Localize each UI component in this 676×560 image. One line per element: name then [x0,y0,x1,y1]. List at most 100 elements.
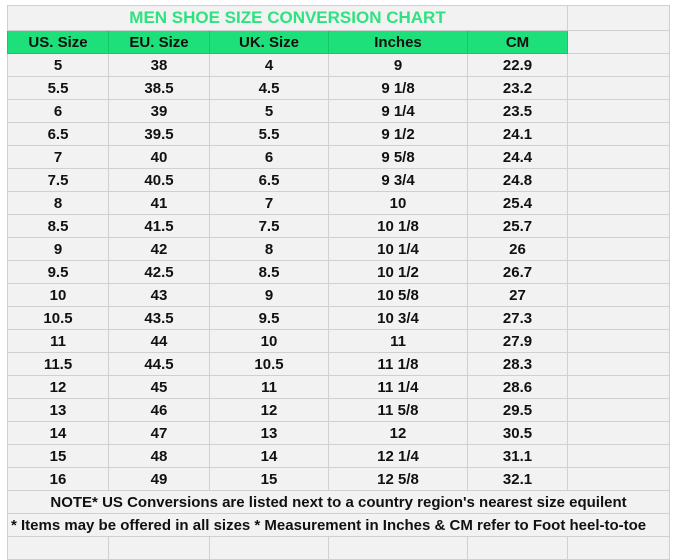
header-eu-size[interactable]: EU. Size [108,30,210,54]
cell-us-size[interactable]: 9 [7,237,109,261]
empty-cell[interactable] [567,375,670,399]
cell-inches[interactable]: 11 5/8 [328,398,468,422]
cell-uk-size[interactable]: 9 [209,283,329,307]
cell-uk-size[interactable]: 15 [209,467,329,491]
cell-cm[interactable]: 26 [467,237,568,261]
cell-cm[interactable]: 24.8 [467,168,568,192]
cell-cm[interactable]: 26.7 [467,260,568,284]
cell-cm[interactable]: 27.3 [467,306,568,330]
cell-inches[interactable]: 11 [328,329,468,353]
cell-eu-size[interactable]: 42.5 [108,260,210,284]
empty-cell[interactable] [467,536,568,560]
cell-uk-size[interactable]: 5.5 [209,122,329,146]
header-cm[interactable]: CM [467,30,568,54]
cell-us-size[interactable]: 5.5 [7,76,109,100]
cell-us-size[interactable]: 16 [7,467,109,491]
cell-inches[interactable]: 10 1/2 [328,260,468,284]
cell-eu-size[interactable]: 45 [108,375,210,399]
cell-inches[interactable]: 9 1/8 [328,76,468,100]
cell-eu-size[interactable]: 47 [108,421,210,445]
empty-cell[interactable] [567,237,670,261]
cell-uk-size[interactable]: 11 [209,375,329,399]
cell-cm[interactable]: 24.4 [467,145,568,169]
cell-uk-size[interactable]: 7 [209,191,329,215]
empty-cell[interactable] [7,536,109,560]
cell-uk-size[interactable]: 4 [209,53,329,77]
cell-cm[interactable]: 27 [467,283,568,307]
cell-us-size[interactable]: 10.5 [7,306,109,330]
cell-cm[interactable]: 28.6 [467,375,568,399]
cell-eu-size[interactable]: 43 [108,283,210,307]
cell-uk-size[interactable]: 13 [209,421,329,445]
empty-cell[interactable] [567,306,670,330]
empty-cell[interactable] [209,536,329,560]
cell-cm[interactable]: 25.7 [467,214,568,238]
empty-cell[interactable] [108,536,210,560]
cell-us-size[interactable]: 9.5 [7,260,109,284]
cell-inches[interactable]: 10 1/4 [328,237,468,261]
cell-inches[interactable]: 10 1/8 [328,214,468,238]
cell-us-size[interactable]: 6 [7,99,109,123]
cell-eu-size[interactable]: 49 [108,467,210,491]
cell-us-size[interactable]: 15 [7,444,109,468]
cell-us-size[interactable]: 7 [7,145,109,169]
cell-cm[interactable]: 29.5 [467,398,568,422]
cell-inches[interactable]: 11 1/4 [328,375,468,399]
cell-us-size[interactable]: 13 [7,398,109,422]
cell-eu-size[interactable]: 44 [108,329,210,353]
cell-eu-size[interactable]: 46 [108,398,210,422]
cell-cm[interactable]: 24.1 [467,122,568,146]
empty-cell[interactable] [567,99,670,123]
cell-inches[interactable]: 9 5/8 [328,145,468,169]
cell-cm[interactable]: 22.9 [467,53,568,77]
cell-inches[interactable]: 9 [328,53,468,77]
cell-us-size[interactable]: 12 [7,375,109,399]
cell-uk-size[interactable]: 7.5 [209,214,329,238]
cell-eu-size[interactable]: 40 [108,145,210,169]
cell-inches[interactable]: 10 3/4 [328,306,468,330]
empty-cell[interactable] [567,536,670,560]
empty-cell[interactable] [567,260,670,284]
cell-us-size[interactable]: 5 [7,53,109,77]
cell-us-size[interactable]: 11.5 [7,352,109,376]
header-inches[interactable]: Inches [328,30,468,54]
cell-eu-size[interactable]: 41.5 [108,214,210,238]
cell-eu-size[interactable]: 39 [108,99,210,123]
cell-cm[interactable]: 27.9 [467,329,568,353]
header-us-size[interactable]: US. Size [7,30,109,54]
empty-cell[interactable] [567,5,670,31]
cell-cm[interactable]: 28.3 [467,352,568,376]
cell-cm[interactable]: 25.4 [467,191,568,215]
cell-us-size[interactable]: 8.5 [7,214,109,238]
empty-cell[interactable] [567,444,670,468]
cell-uk-size[interactable]: 9.5 [209,306,329,330]
cell-uk-size[interactable]: 4.5 [209,76,329,100]
cell-us-size[interactable]: 6.5 [7,122,109,146]
cell-eu-size[interactable]: 42 [108,237,210,261]
cell-inches[interactable]: 9 3/4 [328,168,468,192]
cell-us-size[interactable]: 10 [7,283,109,307]
cell-inches[interactable]: 10 5/8 [328,283,468,307]
cell-inches[interactable]: 9 1/4 [328,99,468,123]
cell-eu-size[interactable]: 39.5 [108,122,210,146]
cell-uk-size[interactable]: 8 [209,237,329,261]
cell-uk-size[interactable]: 5 [209,99,329,123]
empty-cell[interactable] [567,168,670,192]
cell-us-size[interactable]: 11 [7,329,109,353]
cell-inches[interactable]: 11 1/8 [328,352,468,376]
cell-uk-size[interactable]: 8.5 [209,260,329,284]
cell-eu-size[interactable]: 48 [108,444,210,468]
cell-inches[interactable]: 12 1/4 [328,444,468,468]
empty-cell[interactable] [567,421,670,445]
chart-title[interactable]: MEN SHOE SIZE CONVERSION CHART [7,5,568,31]
empty-cell[interactable] [567,122,670,146]
empty-cell[interactable] [567,329,670,353]
cell-eu-size[interactable]: 38 [108,53,210,77]
cell-inches[interactable]: 10 [328,191,468,215]
cell-us-size[interactable]: 14 [7,421,109,445]
cell-uk-size[interactable]: 10 [209,329,329,353]
note-2[interactable]: * Items may be offered in all sizes * Me… [7,513,670,537]
cell-eu-size[interactable]: 44.5 [108,352,210,376]
cell-eu-size[interactable]: 40.5 [108,168,210,192]
cell-uk-size[interactable]: 12 [209,398,329,422]
